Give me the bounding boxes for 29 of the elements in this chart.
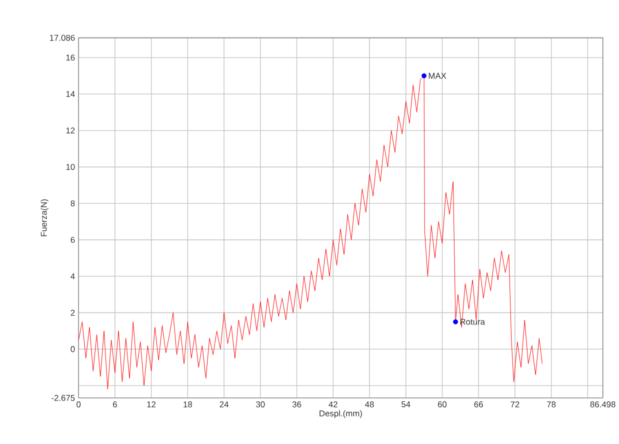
x-tick-label: 66: [474, 402, 483, 408]
y-tick-label: 10: [66, 164, 75, 170]
y-tick-label: 6: [70, 237, 75, 243]
y-tick-label: 0: [70, 346, 75, 352]
x-tick-label: 0: [76, 402, 81, 408]
x-tick-label: 86.498: [590, 402, 616, 408]
x-tick-label: 36: [292, 402, 302, 408]
y-tick-label: 16: [66, 54, 75, 61]
y-tick-label: 14: [66, 91, 75, 98]
y-tick-label: 17.086: [50, 34, 75, 41]
x-tick-label: 78: [547, 402, 556, 408]
y-tick-label: 4: [70, 274, 75, 280]
x-tick-label: 42: [328, 402, 338, 408]
x-tick-label: 24: [220, 402, 228, 408]
y-axis-title: Fuerza(N): [40, 200, 48, 236]
x-tick-label: 6: [113, 402, 117, 408]
x-axis-title: Despl.(mm): [320, 410, 362, 418]
y-tick-label: 8: [70, 200, 75, 207]
x-tick-label: 60: [438, 402, 447, 408]
x-tick-label: 72: [510, 402, 520, 408]
y-tick-label: 2: [70, 310, 75, 316]
series-label: MAX: [428, 73, 446, 79]
x-tick-label: 18: [184, 402, 192, 408]
x-tick-label: 48: [364, 402, 374, 408]
x-tick-label: 12: [147, 402, 156, 408]
x-tick-label: 54: [402, 402, 410, 408]
y-tick-label: -2.675: [52, 395, 75, 402]
y-tick-label: 12: [66, 128, 75, 134]
x-tick-label: 30: [256, 402, 265, 408]
